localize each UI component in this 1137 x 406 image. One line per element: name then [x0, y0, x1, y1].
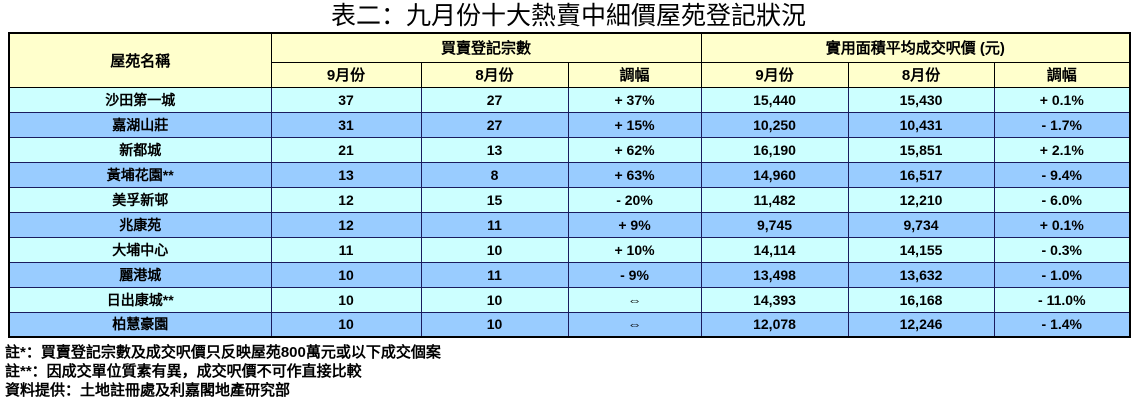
cell-reg-change: - 9%: [567, 261, 702, 288]
cell-price-aug: 10,431: [847, 111, 995, 138]
cell-price-aug: 16,517: [847, 161, 995, 188]
cell-reg-change: + 63%: [567, 161, 702, 188]
cell-price-sep: 13,498: [700, 261, 849, 288]
cell-price-sep: 10,250: [700, 111, 849, 138]
cell-reg-aug: 13: [420, 136, 569, 163]
table-row: 嘉湖山莊 31 27 + 15% 10,250 10,431 - 1.7%: [8, 111, 1131, 138]
cell-price-sep: 11,482: [700, 186, 849, 213]
cell-estate-name: 日出康城**: [8, 286, 272, 313]
subheader-price-change: 調幅: [993, 61, 1131, 88]
table-row: 大埔中心 11 10 + 10% 14,114 14,155 - 0.3%: [8, 236, 1131, 263]
cell-reg-sep: 10: [270, 311, 422, 338]
cell-price-aug: 15,430: [847, 86, 995, 113]
cell-estate-name: 美孚新邨: [8, 186, 272, 213]
cell-reg-change: ⇔: [567, 311, 702, 338]
table-row: 兆康苑 12 11 + 9% 9,745 9,734 + 0.1%: [8, 211, 1131, 238]
footnotes: 註*：買賣登記宗數及成交呎價只反映屋苑800萬元或以下成交個案 註**：因成交單…: [5, 343, 1137, 400]
cell-price-aug: 16,168: [847, 286, 995, 313]
cell-price-change: - 0.3%: [993, 236, 1131, 263]
cell-estate-name: 新都城: [8, 136, 272, 163]
table-row: 柏慧豪園 10 10 ⇔ 12,078 12,246 - 1.4%: [8, 311, 1131, 338]
cell-reg-aug: 11: [420, 211, 569, 238]
cell-estate-name: 大埔中心: [8, 236, 272, 263]
cell-reg-sep: 10: [270, 286, 422, 313]
cell-price-sep: 9,745: [700, 211, 849, 238]
cell-reg-change: + 62%: [567, 136, 702, 163]
cell-price-sep: 12,078: [700, 311, 849, 338]
page-title: 表二：九月份十大熱賣中細價屋苑登記狀況: [330, 3, 806, 30]
cell-price-aug: 13,632: [847, 261, 995, 288]
cell-price-change: - 11.0%: [993, 286, 1131, 313]
cell-reg-sep: 13: [270, 161, 422, 188]
subheader-reg-august: 8月份: [420, 61, 569, 88]
cell-price-sep: 14,114: [700, 236, 849, 263]
cell-price-sep: 14,393: [700, 286, 849, 313]
table-header: 屋苑名稱 買賣登記宗數 實用面積平均成交呎價 (元) 9月份 8月份 調幅 9月…: [8, 32, 1131, 88]
cell-reg-aug: 27: [420, 86, 569, 113]
table-row: 新都城 21 13 + 62% 16,190 15,851 + 2.1%: [8, 136, 1131, 163]
cell-reg-change: + 10%: [567, 236, 702, 263]
subheader-price-august: 8月份: [847, 61, 995, 88]
cell-estate-name: 沙田第一城: [8, 86, 272, 113]
cell-reg-change: - 20%: [567, 186, 702, 213]
cell-price-change: - 1.4%: [993, 311, 1131, 338]
cell-reg-sep: 12: [270, 186, 422, 213]
cell-reg-sep: 31: [270, 111, 422, 138]
cell-price-change: - 6.0%: [993, 186, 1131, 213]
cell-reg-sep: 10: [270, 261, 422, 288]
cell-price-change: - 1.7%: [993, 111, 1131, 138]
group-header-row: 屋苑名稱 買賣登記宗數 實用面積平均成交呎價 (元): [8, 32, 1131, 88]
subheader-price-september: 9月份: [700, 61, 849, 88]
cell-price-change: + 2.1%: [993, 136, 1131, 163]
cell-estate-name: 麗港城: [8, 261, 272, 288]
cell-price-aug: 15,851: [847, 136, 995, 163]
column-group-registrations: 買賣登記宗數: [270, 32, 702, 63]
cell-reg-aug: 10: [420, 311, 569, 338]
cell-price-change: - 9.4%: [993, 161, 1131, 188]
table-row: 麗港城 10 11 - 9% 13,498 13,632 - 1.0%: [8, 261, 1131, 288]
cell-reg-aug: 15: [420, 186, 569, 213]
table-row: 沙田第一城 37 27 + 37% 15,440 15,430 + 0.1%: [8, 86, 1131, 113]
table-row: 日出康城** 10 10 ⇔ 14,393 16,168 - 11.0%: [8, 286, 1131, 313]
subheader-reg-september: 9月份: [270, 61, 422, 88]
cell-price-change: - 1.0%: [993, 261, 1131, 288]
subheader-reg-change: 調幅: [567, 61, 702, 88]
cell-price-sep: 16,190: [700, 136, 849, 163]
cell-reg-sep: 21: [270, 136, 422, 163]
table-row: 黃埔花園** 13 8 + 63% 14,960 16,517 - 9.4%: [8, 161, 1131, 188]
cell-estate-name: 柏慧豪園: [8, 311, 272, 338]
cell-reg-aug: 27: [420, 111, 569, 138]
cell-price-aug: 12,210: [847, 186, 995, 213]
footnote-double-asterisk: 註**：因成交單位質素有異，成交呎價不可作直接比較: [5, 363, 362, 380]
cell-price-aug: 12,246: [847, 311, 995, 338]
cell-reg-sep: 37: [270, 86, 422, 113]
cell-reg-change: ⇔: [567, 286, 702, 313]
column-group-avg-price-per-sqft: 實用面積平均成交呎價 (元): [700, 32, 1131, 63]
estate-registration-table: 屋苑名稱 買賣登記宗數 實用面積平均成交呎價 (元) 9月份 8月份 調幅 9月…: [8, 32, 1132, 338]
cell-reg-change: + 37%: [567, 86, 702, 113]
cell-price-sep: 14,960: [700, 161, 849, 188]
cell-reg-sep: 12: [270, 211, 422, 238]
cell-price-aug: 14,155: [847, 236, 995, 263]
cell-price-change: + 0.1%: [993, 86, 1131, 113]
column-header-estate-name: 屋苑名稱: [8, 32, 272, 88]
cell-reg-change: + 9%: [567, 211, 702, 238]
cell-reg-sep: 11: [270, 236, 422, 263]
footnote-data-source: 資料提供：土地註冊處及利嘉閣地產研究部: [5, 382, 291, 399]
cell-reg-aug: 8: [420, 161, 569, 188]
cell-reg-change: + 15%: [567, 111, 702, 138]
footnote-single-asterisk: 註*：買賣登記宗數及成交呎價只反映屋苑800萬元或以下成交個案: [5, 344, 441, 361]
cell-reg-aug: 11: [420, 261, 569, 288]
sub-header-row: 9月份 8月份 調幅 9月份 8月份 調幅: [9, 61, 1131, 88]
cell-reg-aug: 10: [420, 236, 569, 263]
cell-price-aug: 9,734: [847, 211, 995, 238]
cell-reg-aug: 10: [420, 286, 569, 313]
cell-price-sep: 15,440: [700, 86, 849, 113]
table-body: 沙田第一城 37 27 + 37% 15,440 15,430 + 0.1% 嘉…: [8, 86, 1131, 338]
cell-estate-name: 兆康苑: [8, 211, 272, 238]
cell-estate-name: 嘉湖山莊: [8, 111, 272, 138]
cell-estate-name: 黃埔花園**: [8, 161, 272, 188]
table-row: 美孚新邨 12 15 - 20% 11,482 12,210 - 6.0%: [8, 186, 1131, 213]
cell-price-change: + 0.1%: [993, 211, 1131, 238]
